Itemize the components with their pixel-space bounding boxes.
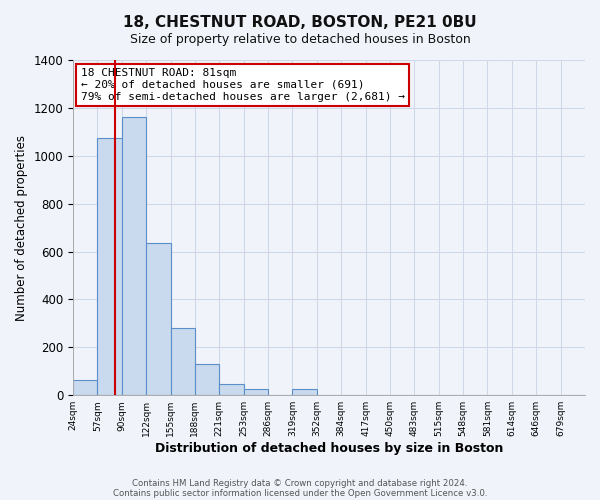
Text: Contains public sector information licensed under the Open Government Licence v3: Contains public sector information licen…: [113, 488, 487, 498]
Text: 18 CHESTNUT ROAD: 81sqm
← 20% of detached houses are smaller (691)
79% of semi-d: 18 CHESTNUT ROAD: 81sqm ← 20% of detache…: [81, 68, 405, 102]
Bar: [170, 328, 195, 395]
Y-axis label: Number of detached properties: Number of detached properties: [15, 134, 28, 320]
Bar: [220, 384, 244, 395]
Bar: [146, 243, 170, 395]
X-axis label: Distribution of detached houses by size in Boston: Distribution of detached houses by size …: [155, 442, 503, 455]
Bar: [244, 389, 268, 395]
Bar: [122, 118, 146, 395]
Text: 18, CHESTNUT ROAD, BOSTON, PE21 0BU: 18, CHESTNUT ROAD, BOSTON, PE21 0BU: [123, 15, 477, 30]
Bar: [292, 389, 317, 395]
Bar: [73, 380, 97, 395]
Text: Contains HM Land Registry data © Crown copyright and database right 2024.: Contains HM Land Registry data © Crown c…: [132, 478, 468, 488]
Bar: [97, 138, 122, 395]
Text: Size of property relative to detached houses in Boston: Size of property relative to detached ho…: [130, 32, 470, 46]
Bar: [195, 364, 220, 395]
